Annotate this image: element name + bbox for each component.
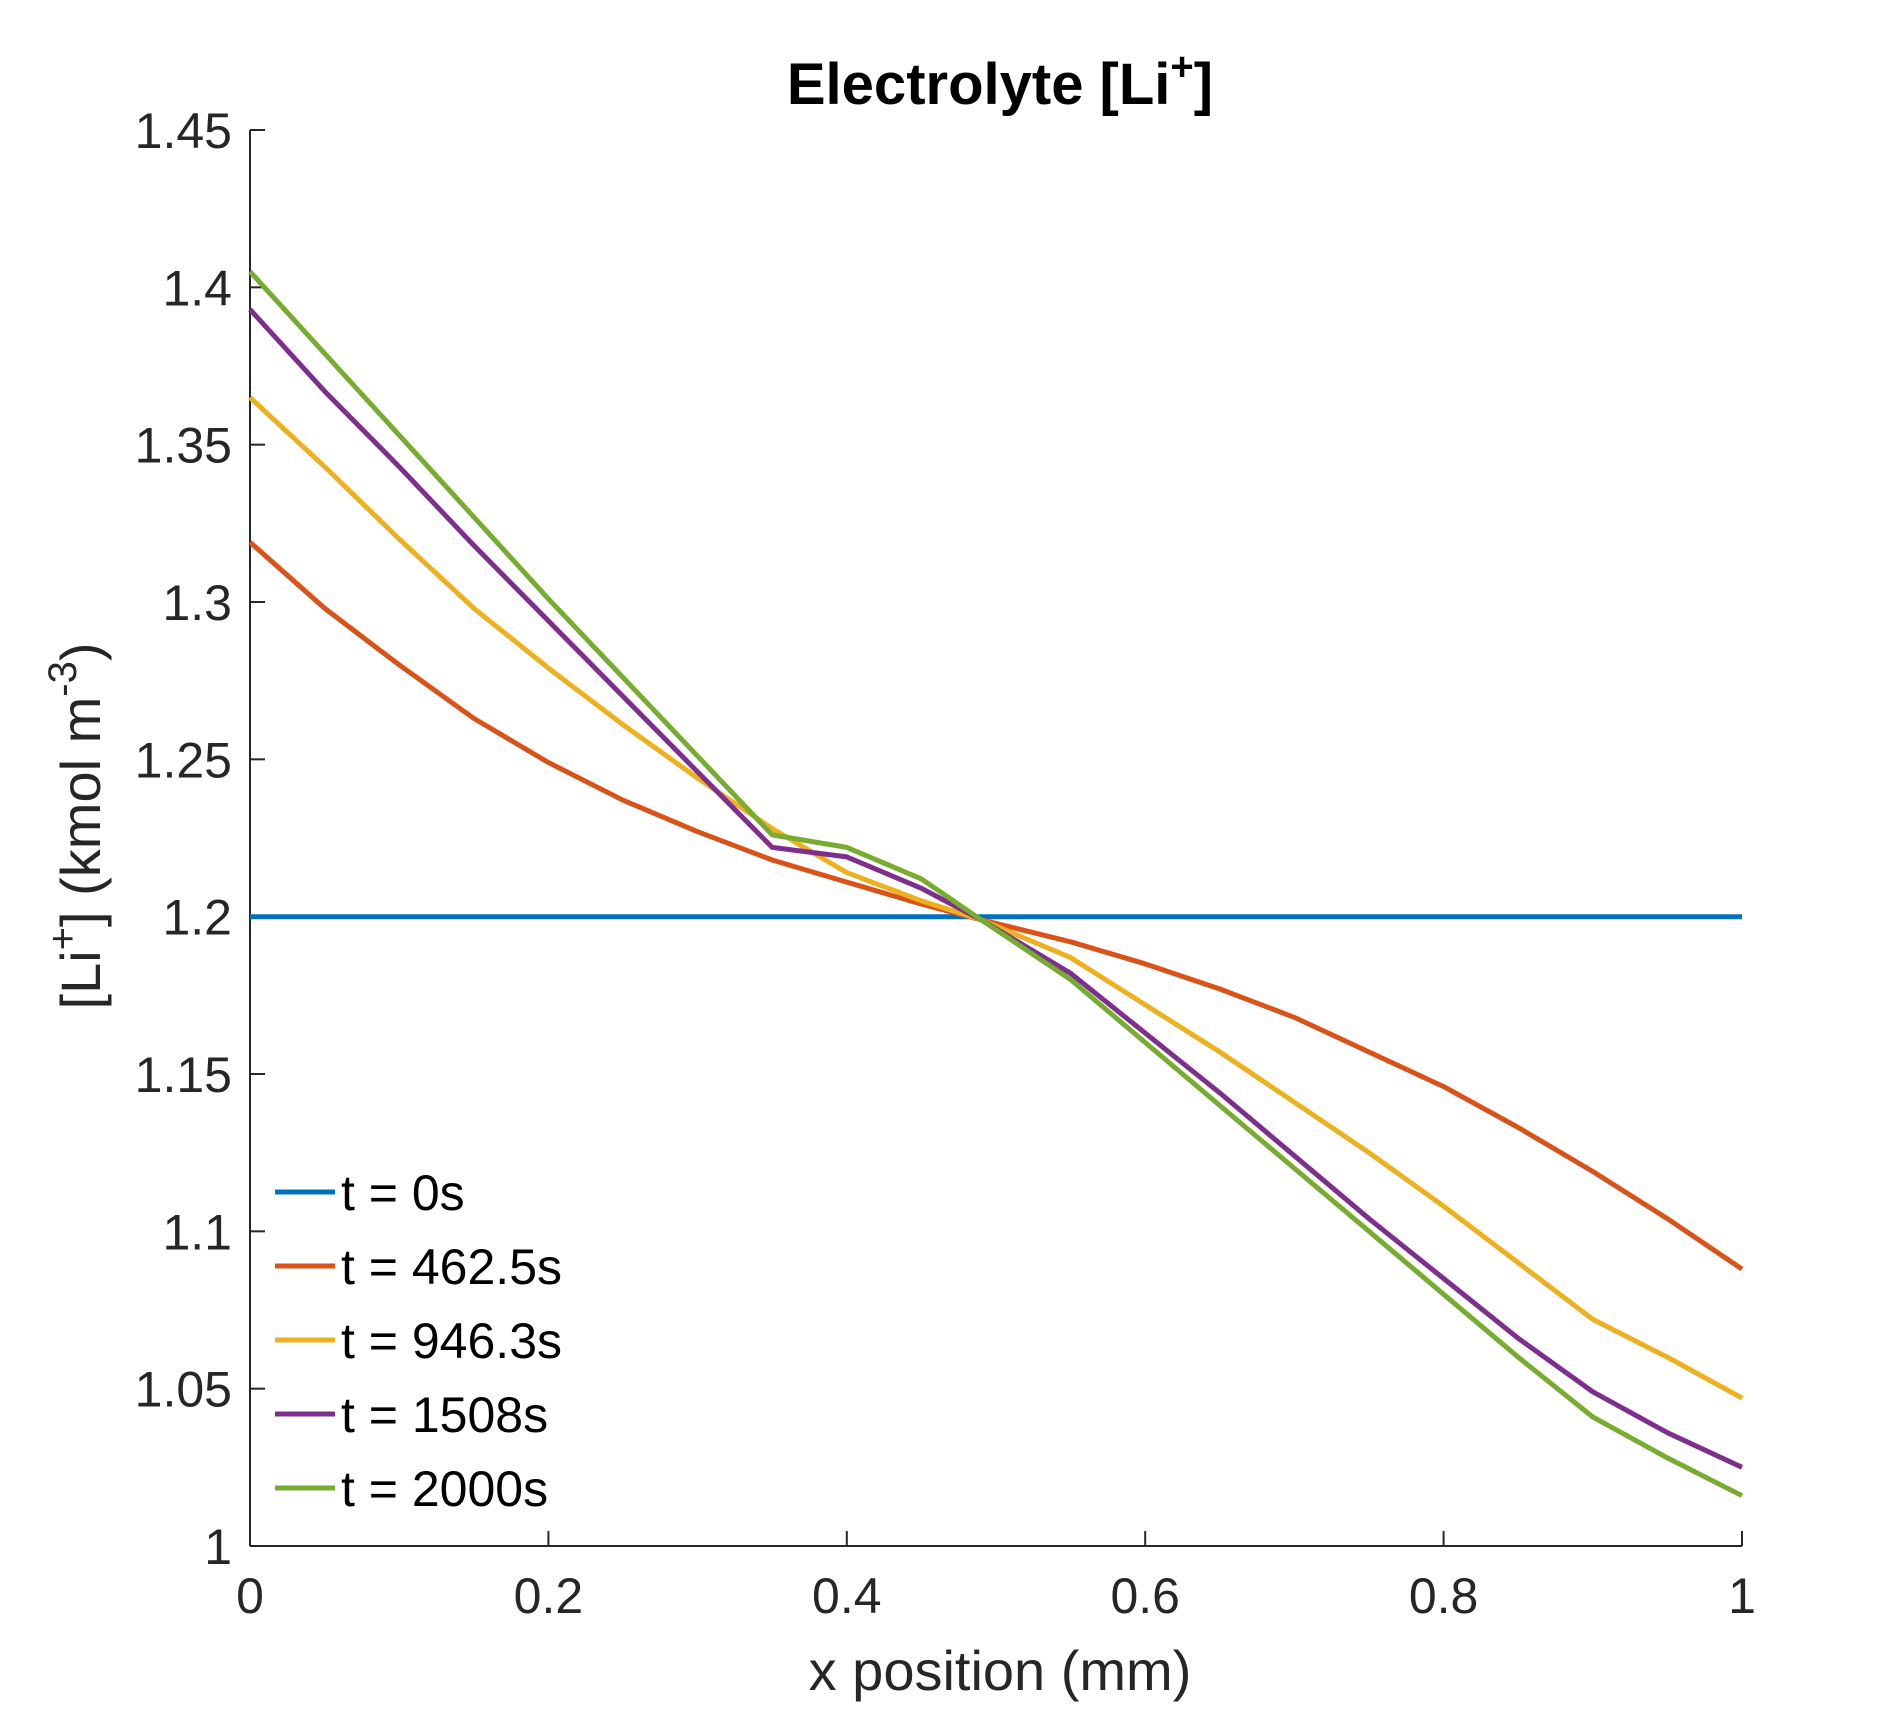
- x-tick-label: 0: [236, 1568, 264, 1624]
- y-tick-label: 1: [204, 1519, 232, 1575]
- y-tick-label: 1.1: [162, 1204, 232, 1260]
- legend-label-1: t = 462.5s: [341, 1239, 562, 1295]
- legend-label-0: t = 0s: [341, 1165, 465, 1221]
- axes: 0 0.2 0.4 0.6 0.8 1 1 1.05 1.1 1.15 1.2 1.25 1.3 1.35…: [135, 103, 1756, 1624]
- series-line-4: [248, 269, 1744, 1498]
- legend-label-2: t = 946.3s: [341, 1313, 562, 1369]
- y-tick-label: 1.45: [135, 103, 232, 159]
- legend-label-3: t = 1508s: [341, 1387, 548, 1443]
- legend: t = 0s t = 462.5s t = 946.3s t = 1508s t = 2…: [275, 1165, 562, 1517]
- y-tick-label: 1.05: [135, 1362, 232, 1418]
- legend-label-4: t = 2000s: [341, 1461, 548, 1517]
- x-tick-label: 1: [1728, 1568, 1756, 1624]
- y-tick-label: 1.35: [135, 418, 232, 474]
- plot-area: 0 0.2 0.4 0.6 0.8 1 1 1.05 1.1 1.15 1.2 1.25 1.3 1.35…: [135, 103, 1756, 1624]
- y-tick-label: 1.2: [162, 890, 232, 946]
- y-tick-label: 1.3: [162, 575, 232, 631]
- x-tick-label: 0.6: [1110, 1568, 1180, 1624]
- y-tick-label: 1.4: [162, 260, 232, 316]
- x-axis-label: x position (mm): [809, 1639, 1192, 1702]
- series-lines: [248, 269, 1744, 1498]
- x-tick-label: 0.8: [1409, 1568, 1479, 1624]
- y-tick-label: 1.25: [135, 732, 232, 788]
- chart-title: Electrolyte [Li+]: [787, 45, 1213, 117]
- y-axis-label: [Li+] (kmol m-3): [41, 643, 112, 1010]
- x-tick-label: 0.4: [812, 1568, 882, 1624]
- x-tick-label: 0.2: [514, 1568, 584, 1624]
- y-tick-label: 1.15: [135, 1047, 232, 1103]
